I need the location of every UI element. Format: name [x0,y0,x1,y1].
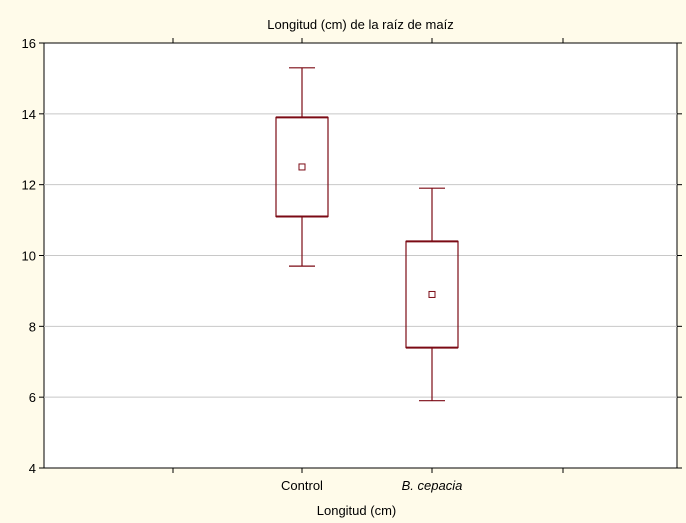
y-tick-label: 14 [22,107,36,122]
y-tick-label: 16 [22,36,36,51]
x-axis: Control B. cepacia [172,38,564,493]
y-tick-label: 8 [29,319,36,334]
chart-title: Longitud (cm) de la raíz de maíz [267,17,453,32]
center-marker [298,163,306,171]
y-tick-label: 4 [29,461,36,476]
y-tick-label: 12 [22,178,36,193]
x-axis-label: Longitud (cm) [317,503,396,518]
grid-lines [44,113,677,398]
box-1 [405,187,459,402]
box-0 [275,67,329,267]
x-tick-label: Control [281,478,323,493]
y-axis: 4 6 8 10 12 14 16 [22,36,682,476]
boxes [275,67,459,402]
center-marker [428,290,436,298]
y-tick-label: 10 [22,249,36,264]
x-tick-label: B. cepacia [402,478,463,493]
y-tick-label: 6 [29,390,36,405]
